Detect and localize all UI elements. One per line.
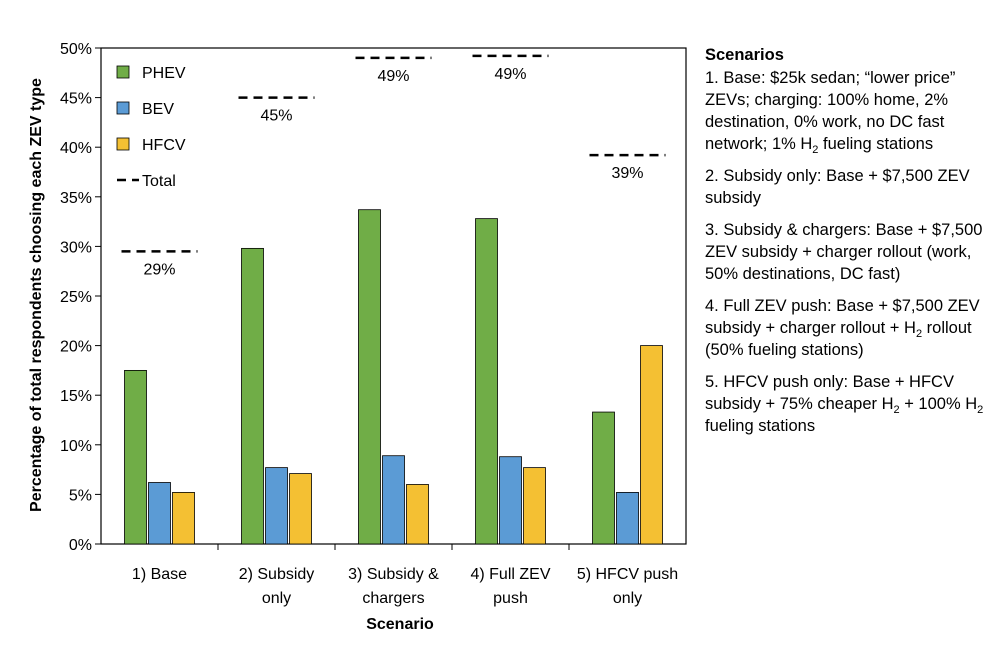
bar-hfcv [172, 492, 195, 545]
notes-heading: Scenarios [705, 46, 784, 64]
legend-label-bev: BEV [142, 101, 174, 118]
y-tick-label: 40% [60, 140, 92, 157]
bar-chart: Percentage of total respondents choosing… [28, 41, 687, 633]
y-tick-label: 20% [60, 339, 92, 356]
y-axis-title: Percentage of total respondents choosing… [28, 78, 45, 512]
total-label: 29% [143, 261, 175, 278]
x-tick-label: 5) HFCV push [577, 566, 678, 583]
scenario-note-5: 5. HFCV push only: Base + HFCV subsidy +… [705, 373, 984, 435]
y-tick-label: 5% [69, 487, 92, 504]
x-axis-title: Scenario [366, 616, 434, 633]
bar-hfcv [640, 345, 663, 545]
bar-bev [148, 482, 171, 545]
legend-label-total: Total [142, 173, 176, 190]
bar-phev [124, 369, 147, 545]
legend-swatch-bev [116, 101, 130, 115]
x-tick-label: 1) Base [132, 566, 187, 583]
legend-label-hfcv: HFCV [142, 137, 186, 154]
scenario-note-4: 4. Full ZEV push: Base + $7,500 ZEV subs… [705, 297, 980, 359]
bar-bev [265, 467, 288, 545]
x-tick-label: push [493, 590, 528, 607]
x-tick-label: only [613, 590, 642, 607]
bar-phev [475, 218, 498, 545]
bar-hfcv [289, 473, 312, 545]
total-label: 45% [260, 108, 292, 125]
bar-bev [382, 455, 405, 545]
legend-swatch-hfcv [116, 137, 130, 151]
y-tick-label: 25% [60, 289, 92, 306]
bar-phev [358, 209, 381, 545]
scenario-notes: Scenarios 1. Base: $25k sedan; “lower pr… [705, 44, 995, 447]
bar-bev [499, 456, 522, 545]
y-tick-label: 50% [60, 41, 92, 58]
total-label: 49% [494, 66, 526, 83]
x-tick-label: 4) Full ZEV [470, 566, 550, 583]
x-tick-label: only [262, 590, 291, 607]
total-label: 49% [377, 68, 409, 85]
bar-phev [241, 247, 264, 545]
x-tick-label: 3) Subsidy & [348, 566, 439, 583]
bar-hfcv [523, 467, 546, 545]
y-tick-label: 0% [69, 537, 92, 554]
legend-swatch-phev [116, 65, 130, 79]
y-tick-label: 45% [60, 91, 92, 108]
y-tick-label: 30% [60, 239, 92, 256]
y-tick-label: 35% [60, 190, 92, 207]
scenario-note-2: 2. Subsidy only: Base + $7,500 ZEV subsi… [705, 167, 970, 207]
scenario-note-1: 1. Base: $25k sedan; “lower price” ZEVs;… [705, 69, 956, 156]
bar-phev [592, 411, 615, 545]
bar-bev [616, 492, 639, 545]
x-tick-label: chargers [362, 590, 424, 607]
scenario-note-3: 3. Subsidy & chargers: Base + $7,500 ZEV… [705, 221, 983, 283]
y-tick-label: 15% [60, 388, 92, 405]
bar-hfcv [406, 484, 429, 545]
legend-label-phev: PHEV [142, 65, 186, 82]
y-tick-label: 10% [60, 438, 92, 455]
total-label: 39% [611, 165, 643, 182]
x-tick-label: 2) Subsidy [239, 566, 315, 583]
